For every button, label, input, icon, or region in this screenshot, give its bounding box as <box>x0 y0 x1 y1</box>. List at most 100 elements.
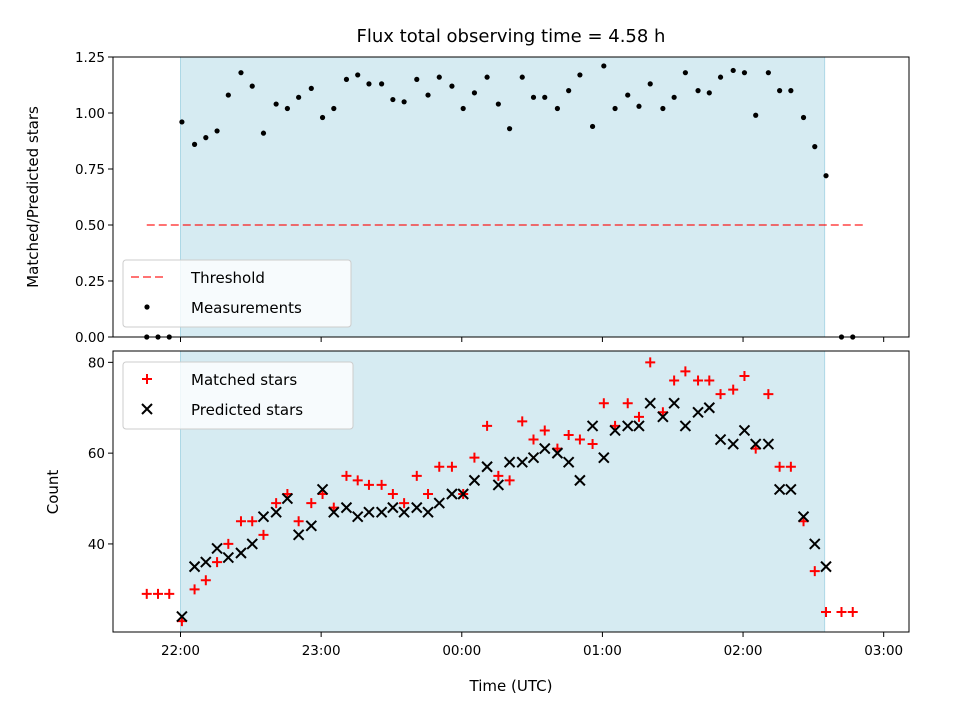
predicted-point <box>351 510 364 523</box>
matched-point <box>715 389 726 400</box>
measurement-point <box>788 88 794 94</box>
measurement-point <box>331 105 337 112</box>
measurement-point <box>436 74 442 80</box>
predicted-point <box>200 556 212 568</box>
measurement-point <box>519 74 525 80</box>
bottom-panel-counts: 40 60 80 22:00 23:00 00:00 01:00 02:00 03:00 Matc… <box>88 350 910 659</box>
measurement-point <box>238 70 244 76</box>
predicted-point <box>551 447 564 459</box>
matched-point <box>836 607 847 618</box>
matched-point <box>153 588 164 599</box>
matched-point <box>399 498 410 509</box>
predicted-point <box>281 492 294 505</box>
predicted-point <box>188 560 201 573</box>
measurement-point <box>530 94 537 100</box>
measurement-point <box>800 114 807 121</box>
measurement-point <box>471 90 478 96</box>
predicted-point <box>387 501 399 514</box>
measurement-point <box>777 88 783 94</box>
matched-point <box>446 461 457 472</box>
matched-point <box>728 384 739 395</box>
legend-label: Predicted stars <box>191 401 303 419</box>
measurement-point <box>203 135 209 141</box>
predicted-point <box>222 551 235 564</box>
measurement-point <box>273 101 279 107</box>
predicted-point <box>316 483 329 496</box>
predicted-point <box>797 510 810 523</box>
matched-point <box>645 357 656 368</box>
measurement-point <box>355 72 361 78</box>
matched-point <box>528 434 539 445</box>
matched-point <box>341 470 352 481</box>
legend-box <box>122 361 354 430</box>
measurement-point <box>625 92 631 98</box>
predicted-point <box>598 451 610 464</box>
matched-point <box>504 475 515 486</box>
legend: Threshold Measurements <box>122 259 352 328</box>
predicted-point <box>433 497 445 509</box>
predicted-point <box>773 483 786 496</box>
x-tick-label: 23:00 <box>302 643 341 659</box>
matched-point <box>434 461 445 472</box>
predicted-point <box>820 560 832 573</box>
measurement-point <box>191 141 198 147</box>
measurement-point <box>566 88 572 94</box>
x-tick-label: 02:00 <box>724 643 763 659</box>
measurement-point <box>425 92 431 98</box>
measurement-point <box>484 74 490 80</box>
matched-point <box>669 375 680 386</box>
measurement-point <box>706 90 712 96</box>
measurement-point <box>214 128 220 134</box>
legend-matched-swatch <box>142 374 152 384</box>
matched-point <box>693 375 704 386</box>
predicted-point <box>785 483 797 496</box>
matched-point <box>189 584 200 595</box>
matched-point <box>258 529 269 540</box>
matched-point <box>247 516 258 527</box>
predicted-point <box>398 506 410 518</box>
matched-point <box>821 607 832 618</box>
series-measurements <box>144 63 856 340</box>
measurement-point <box>695 88 701 94</box>
top-y-axis-label: Matched/Predicted stars <box>24 106 42 288</box>
predicted-point <box>527 451 540 464</box>
predicted-point <box>235 547 247 559</box>
measurement-point <box>390 96 396 103</box>
chart-title: Flux total observing time = 4.58 h <box>357 26 666 47</box>
predicted-point <box>703 402 716 414</box>
predicted-point <box>363 506 375 518</box>
matched-point <box>493 470 504 481</box>
matched-point <box>363 479 374 490</box>
predicted-point <box>668 397 680 409</box>
matched-point <box>587 439 598 450</box>
predicted-point <box>809 538 821 550</box>
measurement-point <box>179 119 185 125</box>
matched-point <box>809 566 820 577</box>
matched-point <box>574 434 585 445</box>
matched-point <box>847 607 858 618</box>
legend-label: Measurements <box>191 299 302 317</box>
legend-label: Threshold <box>190 269 265 287</box>
predicted-point <box>679 420 692 432</box>
top-panel-ratio: 0.00 0.25 0.50 0.75 1.00 1.25 Threshold Measure… <box>75 50 910 346</box>
matched-point <box>482 420 493 431</box>
predicted-point <box>270 506 282 518</box>
predicted-point <box>727 438 739 450</box>
x-axis-label: Time (UTC) <box>469 677 553 695</box>
measurement-point <box>753 112 759 118</box>
measurement-point <box>343 76 350 82</box>
axes-frame <box>112 350 910 633</box>
measurement-point <box>741 70 748 76</box>
y-tick-label: 60 <box>88 446 105 462</box>
legend: Matched stars Predicted stars <box>122 361 354 430</box>
predicted-point <box>375 506 388 518</box>
predicted-point <box>692 406 704 418</box>
measurement-point <box>414 76 420 82</box>
matched-point <box>223 538 234 549</box>
predicted-point <box>292 529 305 541</box>
x-tick-label: 01:00 <box>583 643 622 659</box>
predicted-point <box>609 424 621 437</box>
measurement-point <box>577 72 583 78</box>
matched-point <box>704 375 715 386</box>
predicted-point <box>257 510 270 523</box>
